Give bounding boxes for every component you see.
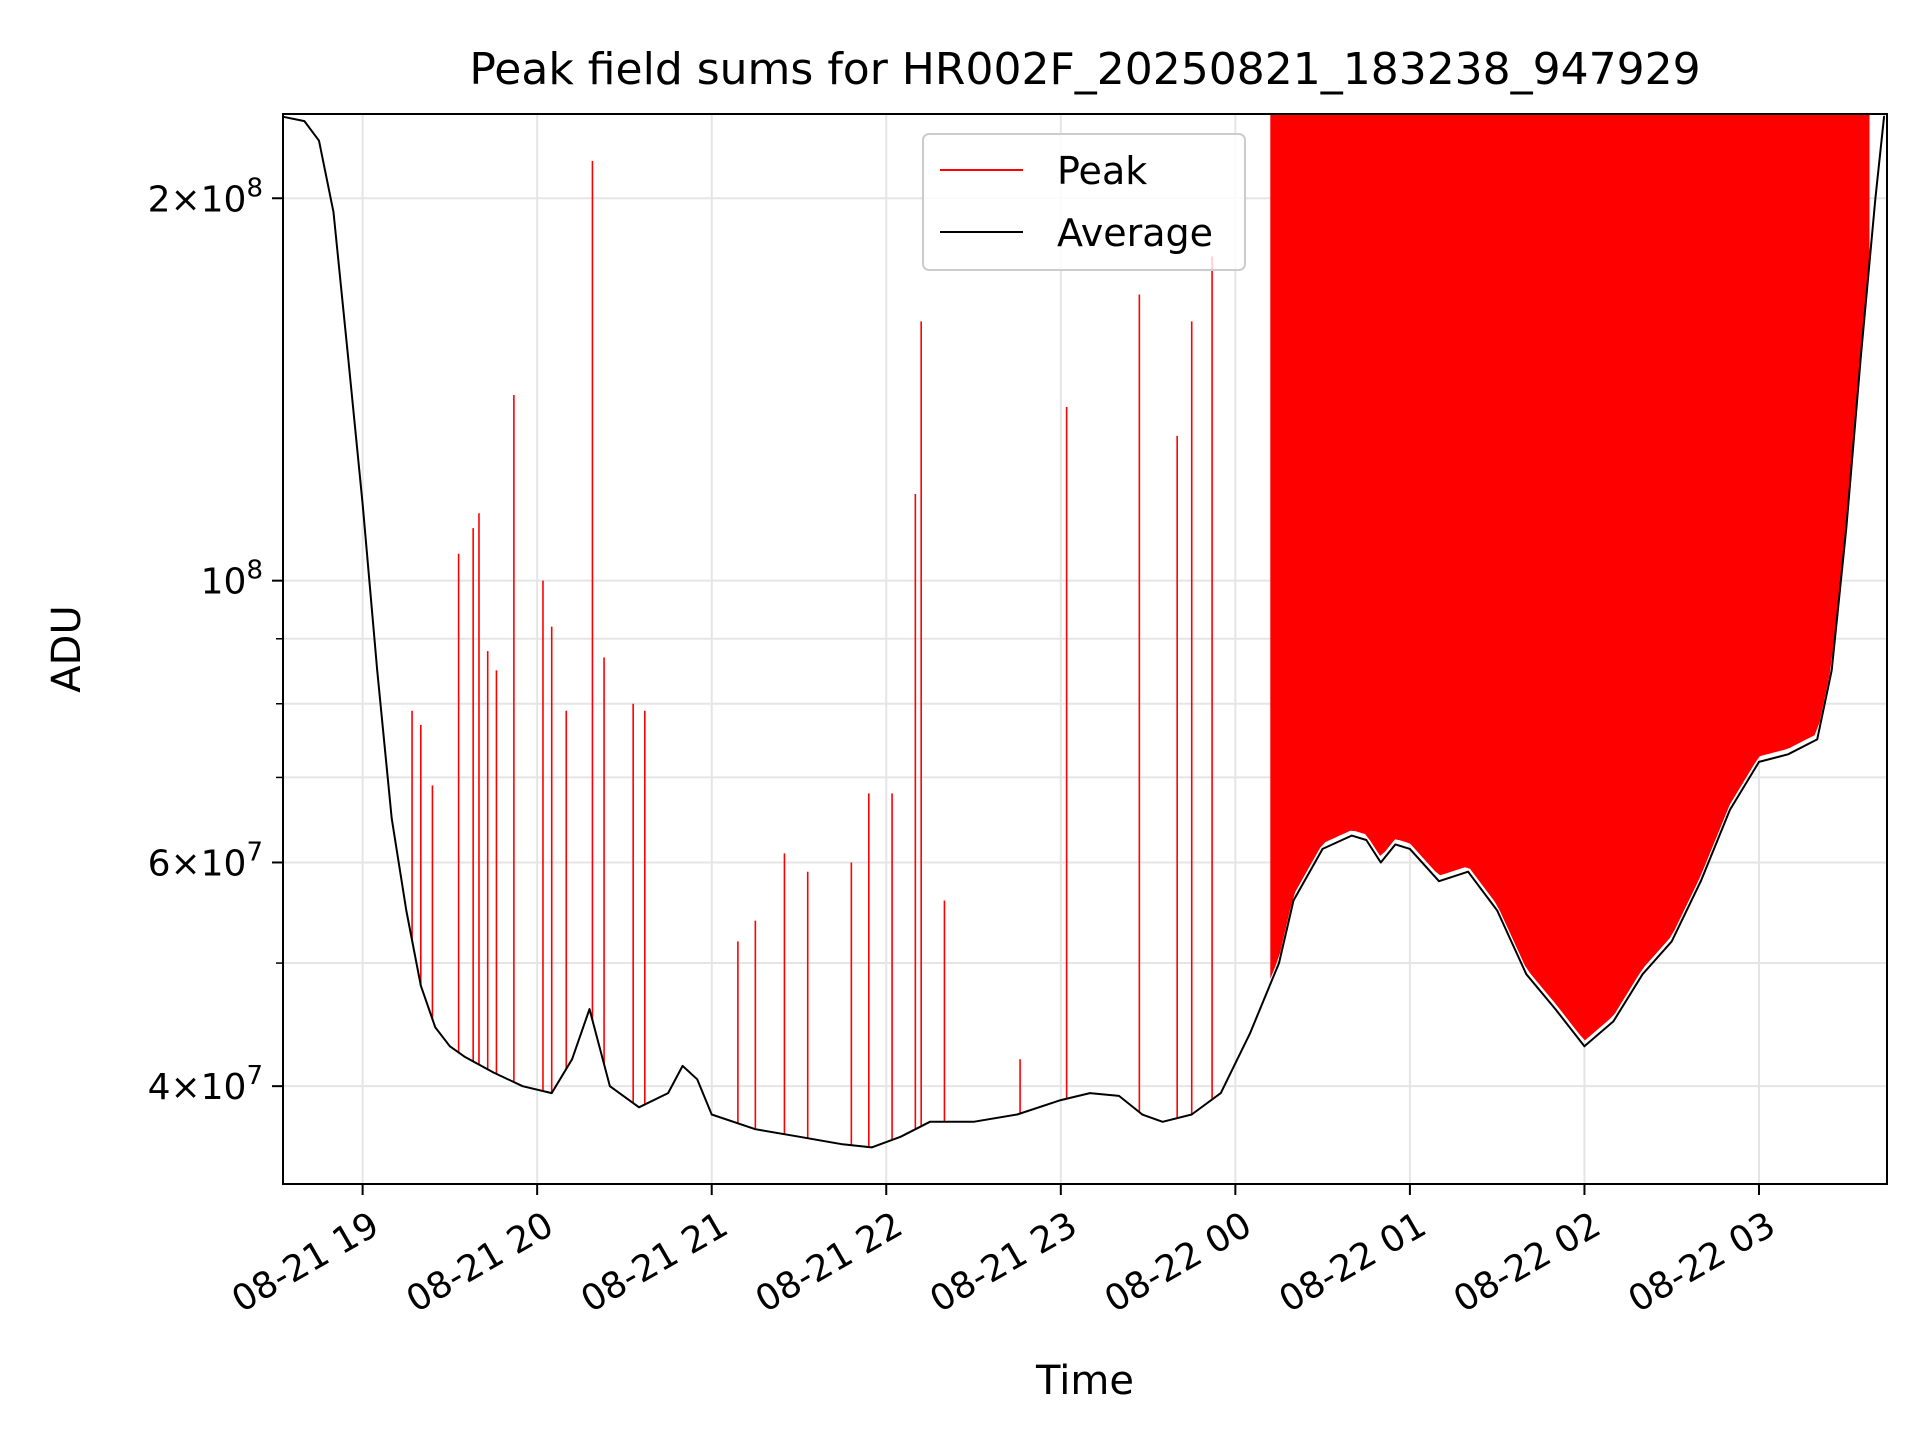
average-point <box>449 1045 451 1048</box>
average-point <box>1874 197 1877 200</box>
x-tick-label: 08-21 21 <box>574 1204 735 1320</box>
average-point <box>361 502 364 505</box>
average-point <box>1860 356 1862 358</box>
average-point <box>609 1085 611 1087</box>
average-point <box>1670 940 1673 943</box>
x-tick-label: 08-22 00 <box>1098 1204 1259 1320</box>
average-point <box>710 1113 713 1116</box>
average-point <box>332 211 335 214</box>
average-point <box>1729 809 1731 811</box>
average-point <box>1365 839 1368 841</box>
x-tick-label: 08-21 23 <box>923 1204 1084 1320</box>
average-point <box>1612 1020 1615 1022</box>
average-point <box>390 817 393 820</box>
average-point <box>900 1135 902 1138</box>
average-point <box>1409 848 1411 850</box>
average-point <box>1883 115 1885 118</box>
x-tick-label: 08-21 20 <box>400 1204 561 1320</box>
average-point <box>1438 880 1440 882</box>
y-axis-label: ADU <box>44 605 90 692</box>
average-point <box>1758 761 1760 763</box>
average-point <box>588 1008 591 1010</box>
average-point <box>1350 834 1353 837</box>
legend: Peak Average <box>922 133 1246 271</box>
average-point <box>681 1065 684 1067</box>
x-tick-label: 08-21 19 <box>225 1204 386 1320</box>
average-point <box>1190 1113 1193 1116</box>
average-point <box>280 116 282 118</box>
average-point <box>1118 1095 1120 1097</box>
average-point <box>1554 1008 1557 1010</box>
x-tick-label: 08-21 22 <box>749 1204 910 1320</box>
x-tick-label: 08-22 01 <box>1273 1204 1434 1320</box>
average-point <box>521 1085 524 1087</box>
y-tick-label: 4×107 <box>148 1061 263 1108</box>
average-point <box>303 120 306 122</box>
average-point <box>1249 1032 1251 1035</box>
average-point <box>1141 1113 1144 1116</box>
y-tick-label: 6×107 <box>148 837 263 884</box>
average-point <box>405 909 408 912</box>
average-point <box>571 1058 573 1061</box>
average-point <box>1278 962 1280 964</box>
average-point <box>1816 738 1818 741</box>
average-point <box>1525 973 1528 976</box>
x-tick-label: 08-22 03 <box>1622 1204 1783 1320</box>
chart-title: Peak field sums for HR002F_20250821_1832… <box>469 44 1700 95</box>
y-tick-label: 108 <box>201 556 263 603</box>
average-point <box>347 356 349 358</box>
average-point <box>1496 909 1498 912</box>
average-point <box>1787 753 1789 756</box>
average-point <box>1583 1045 1586 1048</box>
average-point <box>929 1120 931 1123</box>
average-point <box>798 1135 800 1138</box>
average-point <box>376 669 378 672</box>
average-point <box>972 1120 975 1123</box>
average-point <box>1700 880 1702 882</box>
legend-label-average: Average <box>1057 211 1213 255</box>
y-tick-label: 2×108 <box>148 173 263 220</box>
average-point <box>1321 848 1324 850</box>
average-point <box>1220 1092 1222 1094</box>
average-point <box>463 1055 466 1058</box>
average-point <box>667 1092 669 1094</box>
average-point <box>1292 899 1295 902</box>
x-tick-label: 08-22 02 <box>1447 1204 1608 1320</box>
series-layer <box>280 114 1886 1149</box>
average-point <box>550 1092 553 1094</box>
average-point <box>1161 1120 1164 1123</box>
average-point <box>1830 669 1833 672</box>
average-point <box>1394 843 1397 846</box>
average-point <box>318 139 320 142</box>
average-point <box>1380 861 1382 864</box>
average-point <box>1089 1092 1091 1094</box>
average-point <box>870 1146 873 1149</box>
x-axis: 08-21 19 08-21 20 08-21 21 08-21 22 08-21 23… <box>225 1184 1782 1321</box>
average-point <box>841 1143 844 1146</box>
legend-frame <box>922 133 1246 271</box>
average-point <box>1641 973 1644 976</box>
average-point <box>1467 870 1469 873</box>
average-point <box>1845 527 1848 529</box>
average-point <box>696 1078 698 1081</box>
x-axis-label: Time <box>1035 1358 1134 1404</box>
average-point <box>638 1106 640 1109</box>
average-point <box>754 1128 757 1130</box>
legend-label-peak: Peak <box>1057 149 1147 193</box>
average-point <box>492 1071 495 1074</box>
average-point <box>1060 1099 1062 1101</box>
y-axis: 4×107 6×107 108 2×108 <box>148 173 283 1108</box>
average-point <box>434 1026 437 1029</box>
peak-dense-band <box>1270 114 1870 1041</box>
plot-frame <box>282 113 1888 1185</box>
average-point <box>419 984 422 987</box>
average-point <box>1016 1113 1018 1116</box>
